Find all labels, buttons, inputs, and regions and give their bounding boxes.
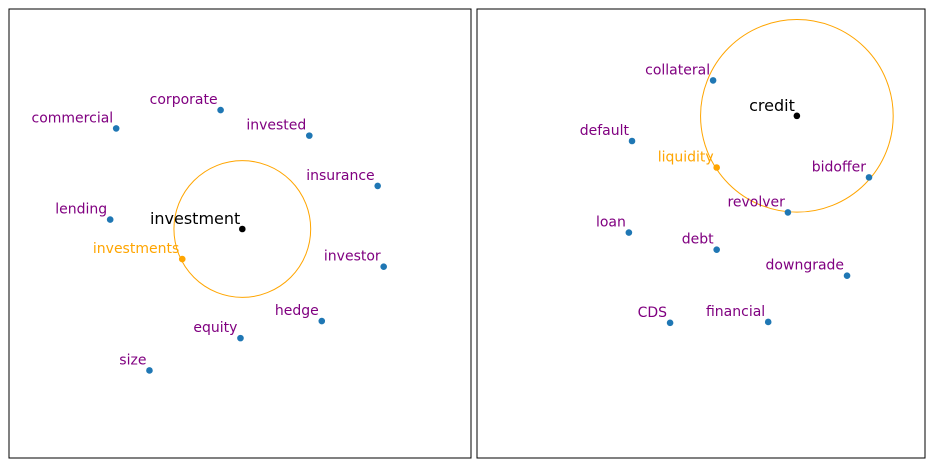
point-label: size	[119, 352, 146, 368]
point-label: corporate	[150, 92, 218, 108]
point-label: liquidity	[658, 149, 714, 165]
scatter-point	[713, 246, 720, 253]
scatter-point	[764, 318, 772, 326]
scatter-point	[237, 334, 244, 342]
point-label: equity	[193, 320, 237, 336]
scatter-point	[374, 182, 381, 190]
point-label: insurance	[306, 168, 374, 184]
scatter-point	[628, 137, 636, 145]
point-label: hedge	[275, 303, 319, 319]
point-label: loan	[596, 215, 626, 231]
point-label: revolver	[727, 194, 785, 210]
scatter-point	[112, 125, 120, 132]
scatter-point	[178, 255, 186, 263]
chart-panel-2: collateral default liquidity bidoffer revolv…	[476, 8, 926, 459]
point-label: collateral	[645, 62, 710, 78]
scatter-point	[713, 164, 720, 171]
point-label: lending	[55, 202, 107, 218]
plot-frame	[8, 8, 472, 459]
scatter-point	[625, 229, 633, 236]
point-label: default	[580, 123, 630, 139]
scatter-point	[217, 106, 224, 114]
center-point	[793, 112, 801, 120]
scatter-point	[865, 174, 873, 181]
point-label: CDS	[638, 305, 668, 321]
center-point	[239, 225, 246, 233]
scatter-point	[306, 132, 313, 139]
scatter-point	[843, 272, 851, 280]
scatter-point	[380, 263, 387, 271]
point-label: downgrade	[766, 258, 845, 274]
chart-panel-1: commercial corporate invested insurance lend…	[8, 8, 472, 459]
point-label: commercial	[32, 110, 114, 126]
scatter-point	[784, 209, 792, 216]
point-label: investor	[324, 249, 381, 265]
scatter-point	[709, 77, 717, 84]
neighborhood-circle	[700, 19, 894, 213]
center-label: investment	[150, 209, 240, 228]
neighborhood-circle	[173, 160, 312, 298]
center-label: credit	[749, 96, 795, 115]
point-label: financial	[706, 304, 765, 320]
point-label: bidoffer	[812, 159, 866, 175]
plot-frame	[476, 8, 926, 459]
scatter-point	[318, 317, 326, 325]
scatter-point	[106, 216, 114, 223]
point-label: investments	[93, 241, 179, 257]
scatter-point	[666, 319, 674, 327]
scatter-point	[146, 367, 153, 374]
point-label: invested	[246, 118, 306, 134]
point-label: debt	[682, 232, 714, 248]
